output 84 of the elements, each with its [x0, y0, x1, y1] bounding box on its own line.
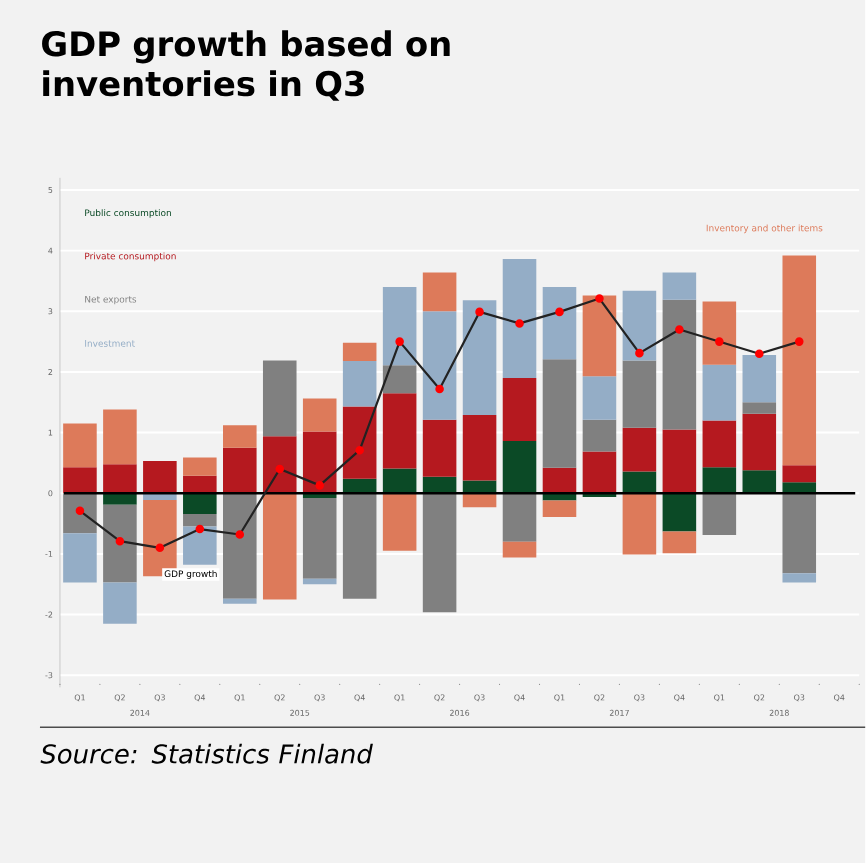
bar [662, 493, 697, 532]
bar [342, 361, 377, 407]
bar [502, 542, 537, 558]
bar [662, 531, 697, 554]
bar [542, 287, 577, 360]
bar [103, 464, 137, 494]
bar [782, 573, 817, 583]
bar [382, 468, 417, 494]
bar [502, 441, 537, 494]
bar [422, 493, 457, 613]
bar [542, 468, 577, 494]
bar [302, 431, 337, 494]
bar [782, 482, 817, 494]
bar [183, 527, 217, 566]
bar [582, 451, 617, 494]
bar [63, 533, 97, 583]
bar [462, 300, 497, 416]
bar [622, 493, 657, 555]
bar [542, 500, 577, 518]
bar [382, 493, 417, 552]
bar [742, 355, 777, 403]
bar [262, 493, 297, 600]
bar [103, 409, 137, 465]
chart-title: GDP growth based on inventories in Q3 [42, 30, 450, 102]
bar [183, 457, 217, 477]
bar [542, 493, 577, 501]
bar [422, 477, 457, 494]
bar [622, 360, 657, 429]
bar [63, 493, 97, 534]
bar [702, 420, 737, 468]
bar [622, 428, 657, 472]
bar [342, 493, 377, 600]
bar [462, 415, 497, 481]
bar [183, 493, 217, 515]
bar [742, 414, 777, 471]
bar [223, 493, 257, 600]
bar [103, 582, 137, 625]
bar [302, 399, 337, 432]
bar [342, 343, 377, 362]
bar [702, 493, 737, 536]
source-note: Source: Statistics Finland [40, 744, 373, 765]
bar [582, 420, 617, 452]
bar [422, 311, 457, 421]
bar [622, 291, 657, 361]
bar [382, 393, 417, 469]
bar [662, 272, 697, 301]
bar [422, 420, 457, 478]
bar [662, 300, 697, 430]
bar [103, 493, 137, 506]
bar [782, 465, 817, 483]
bar [223, 599, 257, 605]
bar [63, 423, 97, 468]
bar [582, 295, 617, 377]
bar [502, 493, 537, 543]
bar [742, 402, 777, 415]
bar [502, 378, 537, 442]
bar [183, 476, 217, 494]
bar [342, 406, 377, 480]
bar [622, 471, 657, 494]
bar [103, 505, 137, 583]
bar [742, 470, 777, 494]
bar [662, 429, 697, 494]
bar [302, 498, 337, 580]
bar [183, 514, 217, 528]
bar [302, 579, 337, 585]
bar [262, 360, 297, 437]
bar [223, 448, 257, 494]
bar [143, 493, 177, 501]
bar [422, 272, 457, 312]
bar [63, 467, 97, 494]
bar [462, 493, 497, 508]
bar [382, 287, 417, 366]
bar [223, 425, 257, 449]
bar [502, 259, 537, 379]
bar [262, 436, 297, 494]
bar [782, 255, 817, 466]
bar [702, 467, 737, 494]
bar [702, 301, 737, 366]
bar [542, 359, 577, 469]
bar [782, 493, 817, 574]
bar [143, 461, 177, 494]
bar [382, 365, 417, 394]
bar [702, 365, 737, 421]
bar [582, 376, 617, 421]
